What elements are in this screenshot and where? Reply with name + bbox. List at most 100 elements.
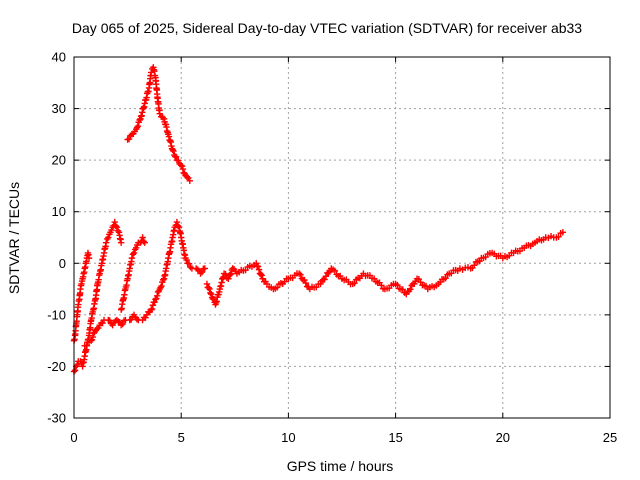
y-tick-label: -30 bbox=[47, 411, 66, 426]
y-tick-label: -10 bbox=[47, 307, 66, 322]
data-point bbox=[143, 311, 151, 319]
data-point bbox=[157, 284, 164, 291]
data-point bbox=[130, 249, 138, 257]
data-point bbox=[71, 367, 79, 374]
data-point bbox=[99, 319, 106, 327]
data-point bbox=[113, 223, 121, 231]
data-point bbox=[255, 266, 263, 273]
data-point bbox=[83, 342, 91, 349]
data-point bbox=[297, 271, 304, 278]
data-point bbox=[273, 284, 281, 291]
data-point bbox=[85, 254, 93, 262]
x-tick-label: 15 bbox=[388, 430, 402, 445]
data-point bbox=[133, 124, 141, 131]
data-point bbox=[170, 147, 177, 155]
data-point bbox=[351, 279, 358, 287]
data-point bbox=[117, 321, 125, 329]
data-point bbox=[442, 274, 449, 282]
data-point bbox=[186, 177, 193, 184]
data-point bbox=[471, 262, 478, 269]
points-layer bbox=[70, 64, 567, 375]
y-tick-label: 10 bbox=[52, 204, 66, 219]
data-point bbox=[139, 234, 146, 241]
x-tick-label: 5 bbox=[178, 430, 185, 445]
data-point bbox=[174, 222, 182, 229]
data-point bbox=[394, 281, 401, 289]
chart-title: Day 065 of 2025, Sidereal Day-to-day VTE… bbox=[72, 20, 582, 36]
data-point bbox=[133, 316, 141, 323]
y-tick-label: -20 bbox=[47, 359, 66, 374]
data-point bbox=[183, 173, 191, 180]
data-point bbox=[140, 238, 147, 245]
data-point bbox=[178, 162, 186, 170]
x-tick-label: 10 bbox=[281, 430, 295, 445]
data-point bbox=[134, 123, 142, 130]
data-point bbox=[115, 318, 122, 325]
data-point bbox=[119, 320, 126, 328]
tick-layer: 0 5 10 15 20 25 -30 -20 -10 0 10 20 30 40 bbox=[47, 50, 617, 446]
data-point bbox=[102, 239, 110, 246]
data-point bbox=[321, 276, 328, 283]
data-point bbox=[179, 165, 187, 173]
data-point bbox=[148, 305, 156, 313]
data-point bbox=[225, 275, 232, 282]
data-point bbox=[159, 276, 167, 284]
data-point bbox=[152, 296, 159, 303]
data-point bbox=[147, 306, 155, 313]
data-point bbox=[136, 116, 143, 124]
x-axis-label: GPS time / hours bbox=[287, 458, 394, 474]
data-point bbox=[129, 251, 137, 258]
data-point bbox=[112, 222, 120, 230]
data-point bbox=[128, 254, 136, 262]
data-point bbox=[331, 267, 339, 275]
data-point bbox=[317, 280, 324, 288]
data-point bbox=[555, 233, 562, 241]
data-point bbox=[295, 270, 303, 277]
data-point bbox=[407, 286, 414, 293]
data-point bbox=[105, 234, 112, 241]
data-point bbox=[206, 285, 213, 293]
x-tick-label: 25 bbox=[603, 430, 617, 445]
data-point bbox=[95, 324, 102, 332]
data-point bbox=[226, 271, 234, 278]
data-point bbox=[378, 282, 385, 289]
data-point bbox=[208, 291, 215, 298]
data-point bbox=[198, 268, 206, 276]
data-point bbox=[108, 226, 115, 234]
plot-frame bbox=[73, 56, 611, 419]
y-tick-label: 30 bbox=[52, 101, 66, 116]
data-point bbox=[93, 325, 101, 333]
data-point bbox=[175, 157, 182, 164]
grid-layer bbox=[74, 57, 610, 418]
data-point bbox=[141, 239, 148, 246]
data-point bbox=[254, 263, 262, 270]
data-point bbox=[322, 273, 330, 280]
data-point bbox=[169, 146, 176, 154]
y-tick-label: 40 bbox=[52, 50, 66, 65]
data-point bbox=[325, 269, 332, 276]
data-point bbox=[227, 270, 235, 278]
data-point bbox=[257, 271, 265, 278]
data-point bbox=[178, 162, 185, 169]
data-point bbox=[194, 266, 201, 273]
data-point bbox=[117, 239, 125, 246]
data-point bbox=[125, 135, 133, 143]
data-point bbox=[559, 229, 567, 236]
data-point bbox=[173, 218, 181, 226]
data-point bbox=[201, 265, 208, 272]
data-point bbox=[185, 260, 193, 267]
x-tick-label: 0 bbox=[70, 430, 77, 445]
y-tick-label: 20 bbox=[52, 153, 66, 168]
data-point bbox=[207, 289, 214, 297]
y-axis-label: SDTVAR / TECUs bbox=[6, 182, 22, 294]
data-point bbox=[87, 337, 95, 344]
data-point bbox=[302, 279, 310, 287]
data-point bbox=[104, 235, 111, 243]
data-point bbox=[111, 218, 118, 226]
data-point bbox=[187, 263, 194, 271]
x-tick-label: 20 bbox=[496, 430, 510, 445]
data-point bbox=[153, 292, 161, 299]
data-point bbox=[183, 256, 190, 264]
data-point bbox=[301, 276, 308, 284]
